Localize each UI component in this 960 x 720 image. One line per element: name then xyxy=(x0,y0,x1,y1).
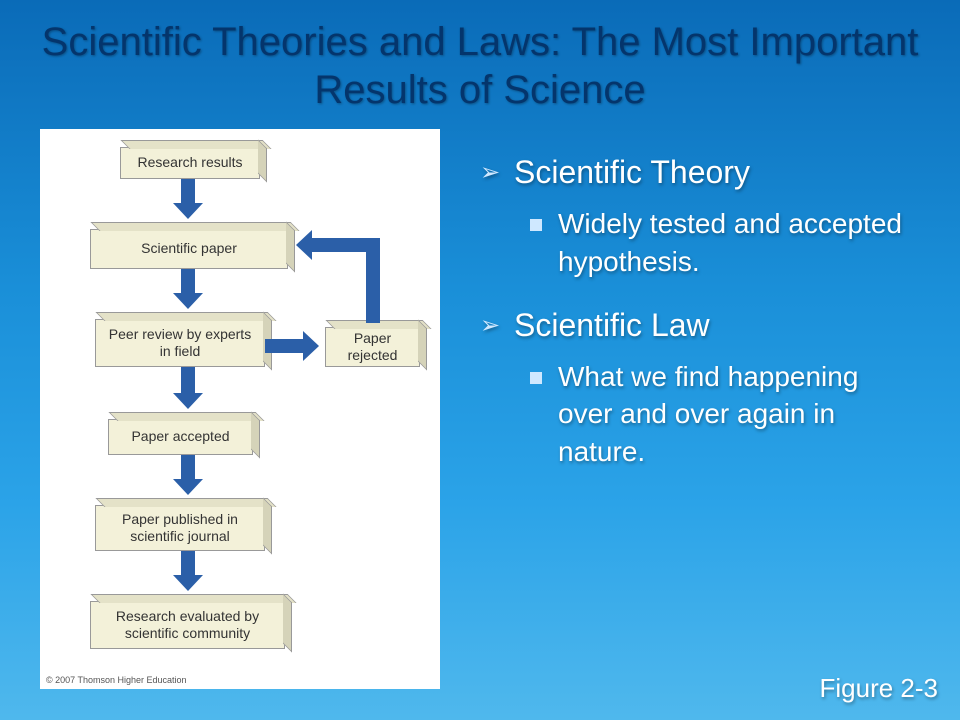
node-research-results: Research results xyxy=(120,147,260,179)
flowchart-copyright: © 2007 Thomson Higher Education xyxy=(46,675,187,685)
node-paper-accepted: Paper accepted xyxy=(108,419,253,455)
bullet-scientific-theory: Scientific Theory xyxy=(480,154,920,191)
node-paper-published: Paper published in scientific journal xyxy=(95,505,265,551)
node-peer-review: Peer review by experts in field xyxy=(95,319,265,367)
node-research-evaluated: Research evaluated by scientific communi… xyxy=(90,601,285,649)
figure-label: Figure 2-3 xyxy=(820,673,939,704)
node-scientific-paper: Scientific paper xyxy=(90,229,288,269)
bullet-list: Scientific Theory Widely tested and acce… xyxy=(440,124,940,689)
content-area: Research results Scientific paper Peer r… xyxy=(0,124,960,689)
node-paper-rejected: Paper rejected xyxy=(325,327,420,367)
bullet-scientific-law-sub: What we find happening over and over aga… xyxy=(530,358,920,471)
slide-title: Scientific Theories and Laws: The Most I… xyxy=(0,0,960,124)
bullet-scientific-law: Scientific Law xyxy=(480,307,920,344)
bullet-scientific-theory-sub: Widely tested and accepted hypothesis. xyxy=(530,205,920,281)
flowchart-panel: Research results Scientific paper Peer r… xyxy=(40,129,440,689)
